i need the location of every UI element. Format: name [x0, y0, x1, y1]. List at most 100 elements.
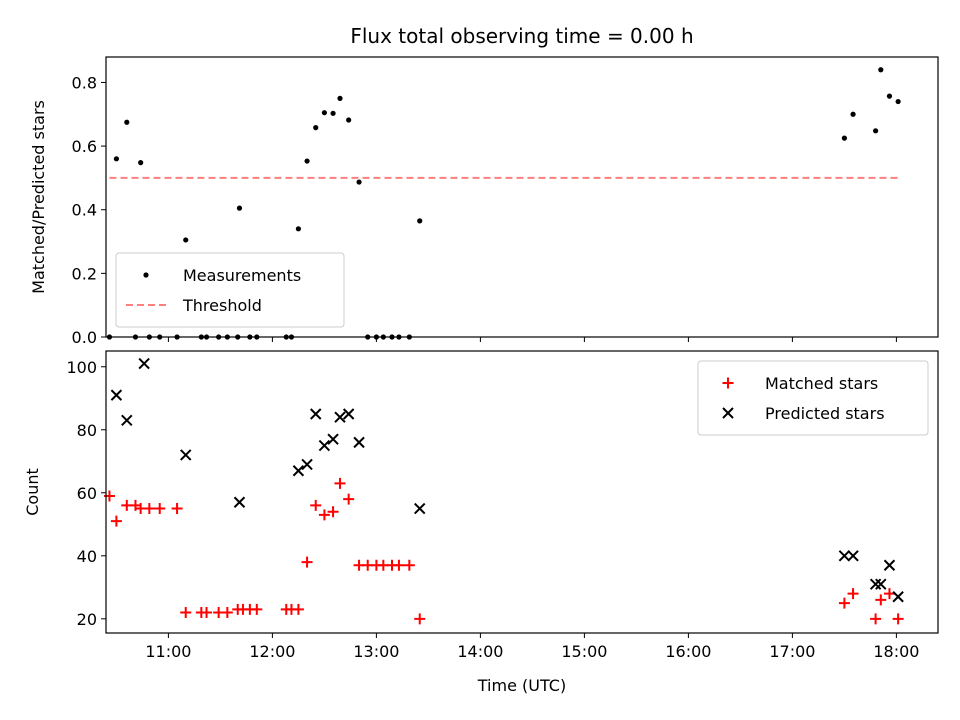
bottom-y-tick-label: 20: [77, 610, 97, 629]
bottom-x-tick-label: 15:00: [561, 642, 607, 661]
predicted-star-point: [318, 439, 331, 452]
top-y-axis-label: Matched/Predicted stars: [29, 100, 48, 294]
measurement-point: [321, 110, 327, 116]
predicted-star-point: [892, 591, 904, 603]
matched-star-point: [393, 559, 405, 571]
measurement-point: [183, 237, 189, 243]
predicted-star-point: [310, 408, 322, 420]
predicted-star-point: [292, 465, 305, 477]
bottom-x-tick-label: 17:00: [769, 642, 815, 661]
bottom-y-tick-label: 100: [66, 358, 97, 377]
chart-title: Flux total observing time = 0.00 h: [350, 24, 693, 48]
measurement-point: [337, 95, 343, 101]
top-y-tick-label: 0.6: [72, 137, 97, 156]
top-axes-frame: [105, 56, 939, 338]
predicted-star-point: [847, 550, 859, 562]
matched-star-point: [171, 503, 183, 515]
legend-label: Measurements: [183, 266, 301, 285]
top-legend-box: [115, 252, 345, 328]
measurement-point: [124, 119, 130, 125]
matched-star-point: [327, 506, 339, 518]
matched-star-point: [334, 477, 346, 489]
bottom-x-tick-label: 12:00: [249, 642, 295, 661]
legend-predicted-swatch: [722, 407, 734, 419]
bottom-x-axis: 11:00 12:00 13:00 14:00 15:00 16:00 17:00 18:00: [145, 633, 919, 661]
measurement-point: [873, 128, 879, 134]
matched-star-point: [180, 607, 192, 619]
matched-star-point: [883, 588, 895, 600]
measurement-point: [138, 160, 144, 166]
predicted-star-point: [334, 411, 346, 423]
matched-star-point: [838, 597, 850, 609]
matched-star-point: [110, 515, 122, 527]
predicted-star-point: [233, 496, 246, 508]
measurement-point: [236, 205, 243, 211]
predicted-star-point: [414, 502, 426, 515]
bottom-y-axis: 20 40 60 80 100: [66, 358, 106, 629]
matched-star-point: [221, 607, 233, 619]
bottom-axes-frame: [105, 350, 939, 634]
measurement-point: [346, 117, 352, 123]
legend-matched-swatch: [722, 377, 734, 389]
matched-star-point: [414, 613, 426, 625]
matched-star-point: [875, 594, 887, 606]
matched-star-point: [403, 559, 415, 571]
measurement-point: [417, 218, 423, 224]
measurement-point: [895, 98, 901, 105]
predicted-star-point: [121, 414, 133, 427]
measurement-point: [304, 158, 310, 164]
predicted-star-point: [342, 408, 355, 420]
predicted-star-point: [110, 389, 123, 401]
bottom-x-axis-label: Time (UTC): [477, 676, 566, 695]
predicted-star-point: [301, 458, 313, 471]
bottom-x-tick-label: 13:00: [353, 642, 399, 661]
matched-star-point: [343, 493, 355, 505]
measurement-point: [878, 67, 884, 73]
legend-label: Threshold: [182, 296, 262, 315]
matched-star-point: [201, 607, 213, 619]
bottom-legend: Matched stars Predicted stars: [697, 360, 929, 436]
bottom-x-tick-label: 11:00: [145, 642, 191, 661]
measurement-point: [313, 125, 319, 131]
measurement-point: [295, 226, 301, 232]
top-y-tick-label: 0.0: [72, 328, 97, 347]
matched-star-point: [870, 613, 882, 625]
matched-star-point: [154, 503, 166, 515]
bottom-y-axis-label: Count: [23, 468, 42, 516]
matched-star-point: [892, 613, 904, 625]
bottom-x-tick-label: 16:00: [665, 642, 711, 661]
bottom-y-tick-label: 80: [77, 421, 97, 440]
top-x-axis: [167, 337, 897, 342]
measurement-point: [841, 135, 848, 141]
matched-star-point: [301, 556, 313, 568]
predicted-star-point: [353, 436, 365, 449]
bottom-legend-box: [697, 360, 929, 436]
matched-star-point: [310, 499, 322, 511]
measurement-point: [850, 111, 856, 117]
measurement-point: [113, 156, 119, 162]
predicted-star-point: [875, 578, 887, 590]
top-y-tick-label: 0.2: [72, 264, 97, 283]
top-panel: 0.00.20.40.60.8 Matched/Predicted stars …: [29, 56, 939, 347]
top-legend: Measurements Threshold: [115, 252, 345, 328]
matched-star-point: [292, 603, 304, 615]
measurement-point: [330, 110, 336, 116]
matched-star-point: [143, 503, 155, 515]
legend-label: Predicted stars: [765, 404, 885, 423]
bottom-y-tick-label: 40: [77, 547, 97, 566]
matched-star-point: [251, 603, 263, 615]
legend-measurement-swatch: [143, 272, 149, 278]
predicted-star-point: [138, 357, 150, 370]
bottom-y-tick-label: 60: [77, 484, 97, 503]
bottom-panel: 20 40 60 80 100 11:00 12:00 13:00 14:00 15:00 16:…: [23, 350, 939, 695]
matched-star-point: [318, 509, 330, 521]
top-y-tick-label: 0.4: [72, 201, 97, 220]
predicted-star-point: [838, 550, 851, 562]
predicted-star-point: [869, 578, 882, 590]
matched-star-point: [847, 588, 859, 600]
predicted-star-point: [180, 449, 192, 461]
top-y-tick-label: 0.8: [72, 73, 97, 92]
bottom-x-tick-label: 18:00: [873, 642, 919, 661]
